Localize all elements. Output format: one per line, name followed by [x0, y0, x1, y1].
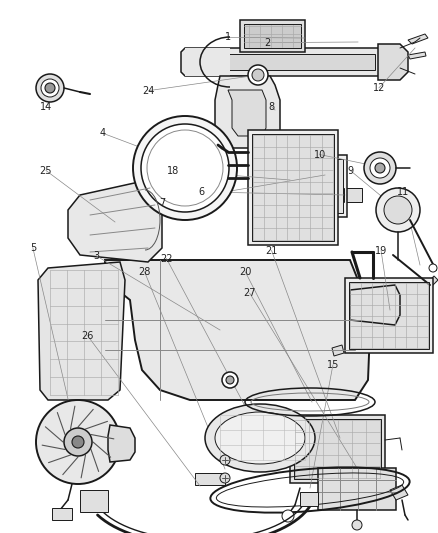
Circle shape [375, 163, 385, 173]
Circle shape [64, 428, 92, 456]
Bar [248, 130, 338, 245]
Bar [340, 188, 362, 202]
Text: 12: 12 [373, 83, 385, 93]
Text: 14: 14 [40, 102, 52, 111]
Polygon shape [38, 262, 125, 400]
Polygon shape [181, 48, 382, 76]
Bar [300, 492, 318, 506]
Circle shape [226, 376, 234, 384]
Text: 25: 25 [40, 166, 52, 175]
Text: 1: 1 [225, 33, 231, 42]
Circle shape [220, 455, 230, 465]
Text: 6: 6 [198, 187, 205, 197]
Text: 10: 10 [314, 150, 326, 159]
Bar [244, 24, 301, 48]
Circle shape [220, 473, 230, 483]
Circle shape [364, 152, 396, 184]
Circle shape [429, 264, 437, 272]
Text: 24: 24 [143, 86, 155, 95]
Text: 8: 8 [268, 102, 275, 111]
Circle shape [72, 436, 84, 448]
Circle shape [36, 74, 64, 102]
Bar [349, 282, 429, 349]
Circle shape [141, 124, 229, 212]
Text: 5: 5 [30, 243, 36, 253]
Text: 15: 15 [327, 360, 339, 370]
Text: 7: 7 [159, 198, 165, 207]
Circle shape [252, 69, 264, 81]
Text: 19: 19 [375, 246, 387, 255]
Ellipse shape [215, 412, 305, 464]
Circle shape [384, 196, 412, 224]
Bar [252, 134, 334, 241]
Text: 2: 2 [264, 38, 270, 47]
Polygon shape [185, 48, 230, 76]
Polygon shape [390, 485, 408, 500]
Ellipse shape [205, 404, 315, 472]
Polygon shape [350, 285, 400, 325]
Bar [290, 415, 385, 483]
Circle shape [352, 520, 362, 530]
Circle shape [370, 158, 390, 178]
Polygon shape [378, 44, 408, 80]
Polygon shape [332, 345, 344, 356]
Polygon shape [428, 276, 438, 286]
Text: 26: 26 [81, 331, 94, 341]
Circle shape [222, 372, 238, 388]
Circle shape [376, 188, 420, 232]
Polygon shape [408, 52, 426, 59]
Polygon shape [108, 425, 135, 462]
Circle shape [36, 400, 120, 484]
Text: 18: 18 [167, 166, 179, 175]
Polygon shape [188, 54, 375, 70]
Bar [80, 490, 108, 512]
Text: 22: 22 [160, 254, 173, 263]
Circle shape [248, 65, 268, 85]
Bar [302, 155, 347, 217]
Text: 3: 3 [93, 251, 99, 261]
Bar [345, 278, 433, 353]
Bar [195, 473, 225, 485]
Circle shape [282, 510, 294, 522]
Circle shape [45, 83, 55, 93]
Text: 28: 28 [138, 267, 151, 277]
Polygon shape [105, 260, 370, 400]
Text: 4: 4 [100, 128, 106, 138]
Text: 21: 21 [265, 246, 278, 255]
Polygon shape [408, 34, 428, 44]
Text: 11: 11 [397, 187, 409, 197]
Circle shape [133, 116, 237, 220]
Bar [306, 159, 343, 213]
Text: 9: 9 [347, 166, 353, 175]
Bar [52, 508, 72, 520]
Polygon shape [215, 76, 280, 148]
Text: 20: 20 [239, 267, 251, 277]
Bar [318, 468, 396, 510]
Bar [240, 20, 305, 52]
Polygon shape [228, 90, 266, 136]
Circle shape [41, 79, 59, 97]
Bar [294, 419, 381, 479]
Text: 27: 27 [244, 288, 256, 298]
Polygon shape [68, 180, 162, 262]
